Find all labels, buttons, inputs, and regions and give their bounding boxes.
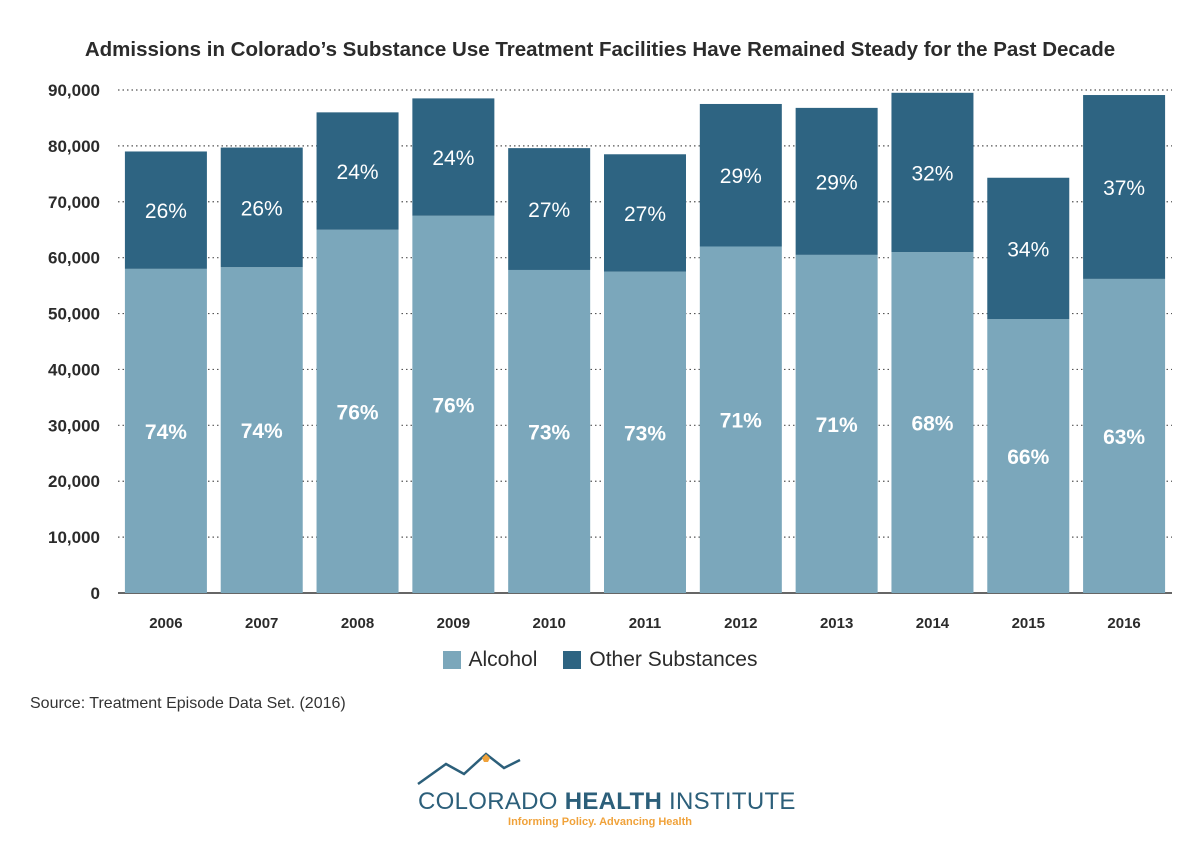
x-tick-label: 2010 xyxy=(532,615,565,632)
bar-other-substances xyxy=(316,112,399,230)
legend-item-alcohol: Alcohol xyxy=(442,648,538,672)
data-label-alcohol: 74% xyxy=(145,421,187,444)
data-label-alcohol: 63% xyxy=(1103,426,1145,449)
x-tick-label: 2014 xyxy=(916,615,950,632)
data-label-alcohol: 76% xyxy=(432,394,474,417)
bar-alcohol xyxy=(124,268,207,593)
y-tick-label: 90,000 xyxy=(48,81,100,100)
logo-name: COLORADO HEALTH INSTITUTE xyxy=(418,788,796,816)
y-tick-label: 70,000 xyxy=(48,193,100,212)
bar-alcohol xyxy=(316,229,399,593)
data-label-other-substances: 32% xyxy=(911,162,953,185)
bar-alcohol xyxy=(412,215,495,593)
legend: Alcohol Other Substances xyxy=(0,648,1200,672)
chart-title: Admissions in Colorado’s Substance Use T… xyxy=(84,38,1116,61)
bar-alcohol xyxy=(987,319,1070,593)
bar-other-substances xyxy=(412,98,495,216)
bar-other-substances xyxy=(508,148,591,270)
y-tick-label: 30,000 xyxy=(48,416,100,435)
bar-other-substances xyxy=(124,151,207,269)
y-tick-label: 20,000 xyxy=(48,472,100,491)
stacked-bar-chart: 0 10,000 20,000 30,000 40,000 50,000 60,000 70,… xyxy=(48,81,1172,632)
data-label-alcohol: 71% xyxy=(816,414,858,437)
source-note: Source: Treatment Episode Data Set. (201… xyxy=(30,695,346,712)
bar-other-substances xyxy=(891,92,974,253)
data-label-other-substances: 26% xyxy=(241,197,283,220)
legend-label-other-substances: Other Substances xyxy=(589,648,758,671)
bar-alcohol xyxy=(891,252,974,594)
y-tick-label: 10,000 xyxy=(48,528,100,547)
logo-name-part1: COLORADO xyxy=(418,788,565,815)
bar-other-substances xyxy=(795,107,878,255)
x-tick-label: 2013 xyxy=(820,615,853,632)
x-tick-label: 2011 xyxy=(629,615,662,632)
legend-item-other-substances: Other Substances xyxy=(563,648,757,672)
data-label-other-substances: 24% xyxy=(432,147,474,170)
bar-other-substances xyxy=(1083,95,1166,279)
bar-other-substances xyxy=(987,177,1070,320)
data-label-alcohol: 68% xyxy=(911,413,953,436)
data-label-other-substances: 27% xyxy=(528,199,570,222)
y-tick-label: 80,000 xyxy=(48,137,100,156)
y-tick-label: 40,000 xyxy=(48,360,100,379)
mountain-logo-icon xyxy=(417,752,521,786)
x-tick-label: 2007 xyxy=(245,615,278,632)
legend-label-alcohol: Alcohol xyxy=(468,648,538,671)
bar-other-substances xyxy=(604,154,686,272)
x-tick-label: 2009 xyxy=(437,615,470,632)
x-tick-label: 2006 xyxy=(149,615,182,632)
data-label-other-substances: 37% xyxy=(1103,177,1145,200)
bar-alcohol xyxy=(699,246,782,593)
legend-swatch-other-substances xyxy=(563,651,582,669)
data-label-alcohol: 66% xyxy=(1007,446,1049,469)
legend-swatch-alcohol xyxy=(442,651,461,669)
y-tick-label: 60,000 xyxy=(48,249,100,268)
data-label-other-substances: 29% xyxy=(816,171,858,194)
x-tick-label: 2016 xyxy=(1107,615,1140,632)
organization-logo: COLORADO HEALTH INSTITUTE Informing Poli… xyxy=(410,748,795,838)
bar-alcohol xyxy=(795,254,878,593)
y-tick-label: 50,000 xyxy=(48,305,100,324)
data-label-other-substances: 26% xyxy=(145,200,187,223)
y-tick-label: 0 xyxy=(91,584,100,603)
data-label-alcohol: 73% xyxy=(528,421,570,444)
data-label-other-substances: 29% xyxy=(720,165,762,188)
data-label-alcohol: 76% xyxy=(337,401,379,424)
bar-alcohol xyxy=(1083,278,1166,593)
data-label-other-substances: 24% xyxy=(337,161,379,184)
data-label-alcohol: 73% xyxy=(624,422,666,445)
data-label-alcohol: 71% xyxy=(720,410,762,433)
x-tick-label: 2008 xyxy=(341,615,374,632)
bar-other-substances xyxy=(220,147,303,268)
x-tick-label: 2012 xyxy=(724,615,757,632)
bar-alcohol xyxy=(508,269,591,593)
x-tick-label: 2015 xyxy=(1012,615,1045,632)
bar-alcohol xyxy=(220,267,303,593)
logo-tagline: Informing Policy. Advancing Health xyxy=(508,816,692,828)
logo-name-part3: INSTITUTE xyxy=(662,788,796,815)
data-label-other-substances: 34% xyxy=(1007,238,1049,261)
data-label-alcohol: 74% xyxy=(241,420,283,443)
bar-alcohol xyxy=(604,271,686,593)
bar-other-substances xyxy=(699,103,782,247)
data-label-other-substances: 27% xyxy=(624,203,666,226)
logo-name-part2: HEALTH xyxy=(564,788,663,815)
